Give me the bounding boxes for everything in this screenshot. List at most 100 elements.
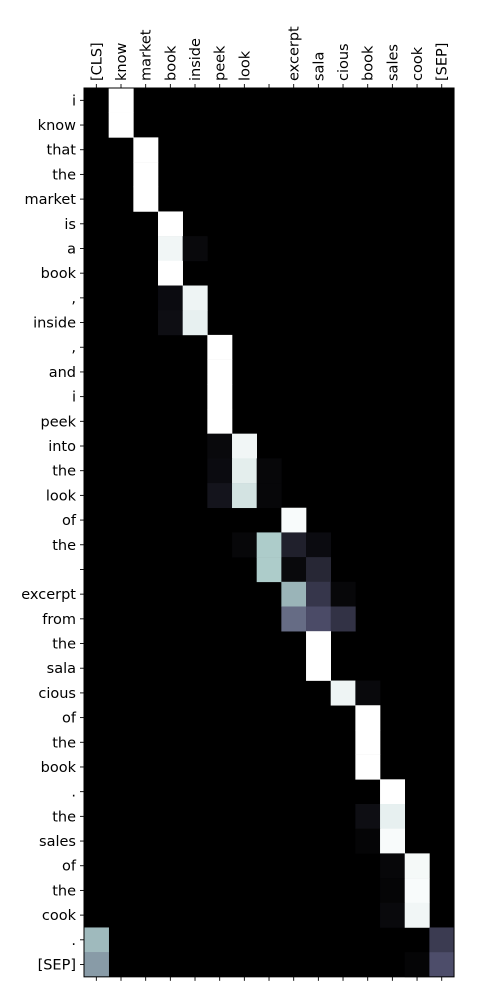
y-tick-label (71, 562, 76, 578)
heatmap-cell (281, 606, 307, 632)
heatmap-cell (380, 878, 406, 904)
heatmap-cell (306, 557, 331, 583)
heatmap-cell (355, 729, 381, 755)
heatmap-cell (133, 162, 159, 188)
plot-frame (83, 87, 455, 978)
x-tick-label: excerpt (287, 26, 303, 81)
heatmap-cell (404, 853, 430, 879)
y-tick-label: excerpt (21, 587, 76, 603)
heatmap-cell (158, 211, 183, 237)
x-tick-label: [CLS] (89, 42, 105, 81)
y-tick-label: , (71, 291, 76, 307)
heatmap-cell (380, 804, 406, 829)
y-tick-label: i (72, 390, 76, 406)
y-tick-label: of (62, 711, 77, 727)
heatmap-cell (256, 483, 282, 509)
x-tick-label: sales (385, 44, 401, 81)
y-tick-label: the (52, 538, 76, 554)
heatmap-cell (207, 483, 233, 509)
heatmap-cell (182, 310, 208, 336)
y-tick-label: know (38, 118, 76, 134)
heatmap-cell (330, 606, 356, 632)
heatmap-cell (158, 285, 183, 311)
y-tick-label: of (62, 513, 77, 529)
heatmap-cell (207, 384, 233, 410)
y-tick-label: peek (41, 414, 77, 430)
heatmap-cell (380, 779, 406, 805)
heatmap-cell (232, 483, 257, 509)
heatmap-cell (429, 952, 455, 978)
heatmap-cell (281, 557, 307, 583)
heatmap-cell (207, 359, 233, 385)
x-tick-label: cook (410, 46, 426, 81)
heatmap-cell (306, 606, 331, 632)
heatmap-cell (133, 186, 159, 212)
x-tick-label: book (361, 45, 377, 81)
heatmap-cell (158, 260, 183, 286)
heatmap-cell (281, 532, 307, 558)
heatmap-cell (207, 433, 233, 459)
y-tick-label: and (49, 365, 76, 381)
y-tick-label: [SEP] (38, 957, 76, 973)
heatmap-cell (182, 236, 208, 262)
heatmap-cell (380, 902, 406, 928)
x-axis-ticks: [CLS] know market book inside peek look excerpt… (89, 26, 451, 981)
heatmap-cells (84, 88, 455, 978)
y-tick-label: the (52, 735, 76, 751)
heatmap-cell (355, 828, 381, 854)
heatmap-cell (256, 557, 282, 583)
heatmap-cell (306, 655, 331, 681)
x-tick-label: know (114, 43, 130, 81)
heatmap-cell (404, 952, 430, 978)
heatmap-cell (404, 902, 430, 928)
heatmap-cell (355, 705, 381, 731)
y-tick-label: book (41, 760, 77, 776)
y-tick-label: sala (47, 661, 76, 677)
x-tick-label: inside (188, 38, 204, 81)
x-tick-label: cious (336, 43, 352, 81)
heatmap-cell (355, 754, 381, 780)
heatmap-cell (182, 285, 208, 311)
y-tick-label: of (62, 859, 77, 875)
heatmap-cell (207, 334, 233, 360)
y-tick-label: cious (38, 686, 76, 702)
y-tick-label: cook (42, 908, 77, 924)
heatmap-cell (232, 458, 257, 484)
heatmap-cell (380, 853, 406, 879)
y-tick-label: i (72, 93, 76, 109)
heatmap-cell (429, 927, 455, 953)
y-tick-label: . (71, 785, 76, 801)
heatmap-cell (84, 927, 109, 953)
y-tick-label: book (41, 266, 77, 282)
heatmap-cell (108, 88, 134, 113)
y-tick-label: a (67, 241, 76, 257)
heatmap-cell (404, 878, 430, 904)
y-axis-ticks: i know that the market is a book, inside, and i pee… (21, 93, 84, 973)
x-tick-label: peek (213, 45, 229, 81)
heatmap-cell (207, 458, 233, 484)
heatmap-cell (306, 581, 331, 607)
heatmap-cell (355, 804, 381, 829)
y-tick-label: the (52, 464, 76, 480)
heatmap-cell (330, 680, 356, 706)
x-tick-label: [SEP] (435, 43, 451, 81)
y-tick-label: that (47, 143, 77, 159)
y-tick-label: the (52, 637, 76, 653)
heatmap-cell (158, 236, 183, 262)
y-tick-label: the (52, 809, 76, 825)
heatmap-cell (84, 952, 109, 978)
x-tick-label: book (163, 45, 179, 81)
heatmap-cell (158, 310, 183, 336)
heatmap-cell (133, 137, 159, 163)
y-tick-label: look (46, 488, 77, 504)
y-tick-label: market (25, 192, 77, 208)
heatmap-cell (355, 680, 381, 706)
y-tick-label: into (48, 439, 76, 455)
y-tick-label: from (42, 612, 76, 628)
y-tick-label: , (71, 340, 76, 356)
heatmap-cell (380, 828, 406, 854)
heatmap-cell (108, 112, 134, 138)
heatmap-cell (330, 581, 356, 607)
x-tick-label: sala (311, 52, 327, 81)
